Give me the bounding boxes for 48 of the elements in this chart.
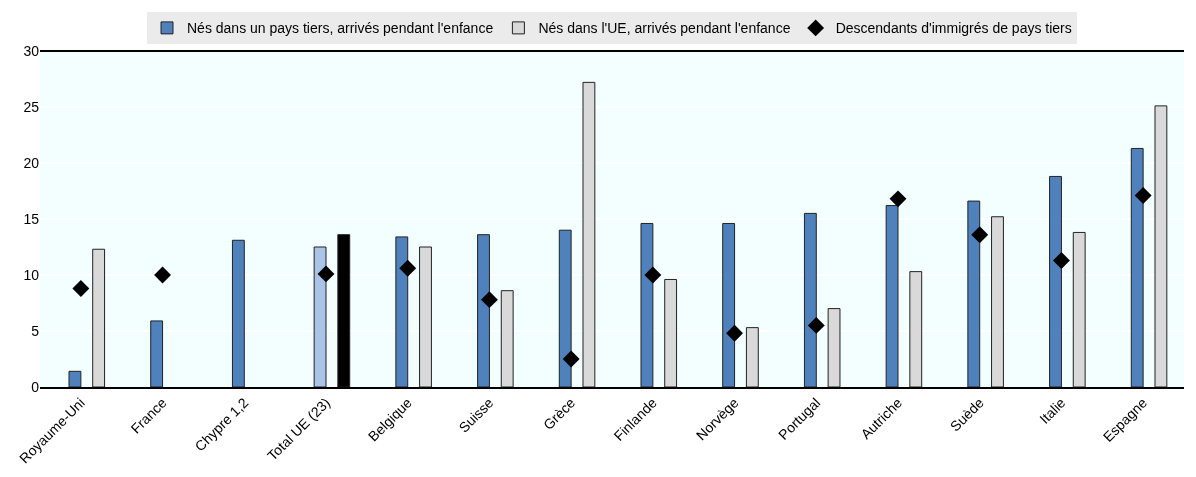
y-tick-label: 25 — [23, 98, 40, 115]
bar — [68, 370, 82, 387]
bar — [664, 278, 678, 387]
y-tick-label: 10 — [23, 266, 40, 283]
bar — [991, 216, 1004, 387]
bar — [1072, 231, 1086, 387]
bar — [150, 320, 164, 387]
bar — [558, 229, 572, 387]
point — [72, 279, 90, 297]
legend-label: Descendants d'immigrés de pays tiers — [835, 20, 1072, 37]
point — [807, 316, 825, 334]
point — [971, 226, 989, 244]
bar — [885, 205, 899, 387]
point — [1052, 251, 1070, 269]
y-tick-label: 5 — [31, 322, 40, 339]
y-tick-label: 20 — [23, 154, 40, 171]
bar — [967, 200, 981, 387]
bar — [722, 222, 736, 387]
bar — [1130, 147, 1144, 387]
bar — [395, 236, 409, 387]
y-tick-label: 15 — [23, 210, 40, 227]
point — [726, 324, 744, 342]
point — [889, 190, 907, 208]
y-tick-label: 30 — [23, 42, 40, 59]
bar — [582, 81, 596, 387]
bar — [640, 222, 654, 387]
bar — [500, 290, 514, 387]
point — [317, 265, 335, 283]
point — [1134, 187, 1152, 204]
bar — [1049, 175, 1062, 387]
bar — [745, 327, 759, 387]
bar — [477, 234, 490, 387]
bar — [827, 308, 841, 387]
bar — [231, 239, 245, 387]
bar — [92, 248, 106, 387]
bar — [803, 212, 817, 387]
point — [154, 266, 172, 284]
bar — [1154, 105, 1168, 387]
y-tick-label: 0 — [31, 378, 40, 395]
legend-label: Nés dans l'UE, arrivés pendant l'enfance — [538, 20, 791, 37]
point — [399, 259, 417, 277]
point — [562, 350, 580, 368]
bar — [909, 271, 923, 387]
legend-label: Nés dans un pays tiers, arrivés pendant l'enfance — [187, 20, 494, 37]
point — [644, 266, 662, 284]
point — [480, 291, 498, 309]
bar — [419, 246, 432, 387]
bar — [313, 246, 327, 387]
